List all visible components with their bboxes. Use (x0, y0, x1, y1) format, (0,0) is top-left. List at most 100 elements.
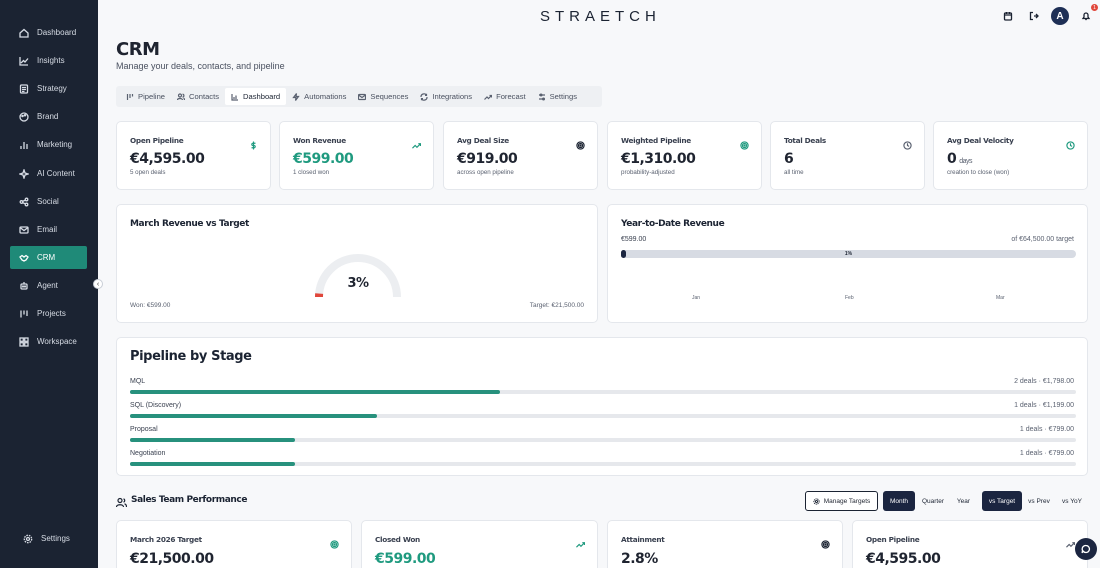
kpi-sub: across open pipeline (457, 169, 514, 176)
tab-pipeline[interactable]: Pipeline (120, 88, 171, 105)
crm-tabs: Pipeline Contacts Dashboard Automations … (116, 86, 602, 107)
team-title: Sales Team Performance (131, 495, 248, 505)
sidebar-item-marketing[interactable]: Marketing (10, 133, 87, 156)
tab-forecast[interactable]: Forecast (478, 88, 532, 105)
period-month-button[interactable]: Month (883, 491, 915, 511)
chat-icon (1081, 544, 1091, 554)
target-icon (740, 137, 749, 150)
sidebar-item-label: Insights (37, 56, 65, 65)
trend-up-icon (576, 536, 586, 548)
sidebar-collapse-toggle[interactable]: ‹ (93, 279, 103, 289)
dollar-icon (249, 137, 258, 150)
sidebar-item-agent[interactable]: Agent (10, 274, 87, 297)
target-icon (576, 137, 585, 150)
sidebar-item-insights[interactable]: Insights (10, 49, 87, 72)
sidebar-item-settings[interactable]: Settings (14, 527, 91, 550)
team-icon (115, 495, 128, 508)
compare-yoy-button[interactable]: vs YoY (1062, 497, 1082, 505)
stage-name: Proposal (130, 426, 158, 433)
won-label: Won: €599.00 (130, 302, 171, 309)
kpi-value: 6 (784, 151, 794, 167)
manage-targets-button[interactable]: Manage Targets (805, 491, 878, 511)
sidebar-item-label: Agent (37, 281, 58, 290)
kpi-card-open-pipeline: Open Pipeline €4,595.00 5 open deals (116, 121, 271, 190)
period-year-button[interactable]: Year (956, 497, 971, 505)
sidebar-item-ai-content[interactable]: AI Content (10, 162, 87, 185)
sidebar-item-label: Social (37, 197, 59, 206)
tab-settings[interactable]: Settings (532, 88, 583, 105)
sidebar: Dashboard Insights Strategy Brand Market… (0, 0, 98, 568)
mail-icon (358, 93, 367, 100)
ytd-title: Year-to-Date Revenue (621, 219, 725, 229)
kpi-label: Open Pipeline (866, 535, 920, 544)
clock-icon (903, 137, 912, 150)
tab-contacts[interactable]: Contacts (171, 88, 225, 105)
logout-button[interactable] (1028, 11, 1040, 23)
pipeline-title: Pipeline by Stage (130, 349, 252, 364)
sidebar-item-crm[interactable]: CRM (10, 246, 87, 269)
sidebar-item-email[interactable]: Email (10, 218, 87, 241)
kpi-value: €599.00 (293, 151, 354, 167)
share-icon (19, 197, 29, 207)
kpi-label: Attainment (621, 535, 665, 544)
stage-name: MQL (130, 378, 146, 385)
kpi-sub: 1 closed won (293, 169, 330, 176)
chevron-left-icon: ‹ (96, 280, 100, 288)
monthly-target-card: March Revenue vs Target 3% Won: €599.00 … (116, 204, 598, 323)
sidebar-item-workspace[interactable]: Workspace (10, 330, 87, 353)
period-quarter-button[interactable]: Quarter (921, 497, 945, 505)
stage-bar-fill (130, 414, 377, 418)
users-icon (177, 92, 186, 100)
pipeline-icon (126, 93, 134, 100)
kpi-sub: all time (784, 169, 804, 176)
tab-automations[interactable]: Automations (286, 88, 352, 105)
sidebar-item-label: AI Content (37, 169, 75, 178)
gauge-percent: 3% (347, 276, 369, 291)
gear-icon (813, 497, 820, 505)
notifications-button[interactable] (1080, 11, 1092, 23)
chat-button[interactable] (1075, 538, 1097, 560)
zap-icon (292, 92, 300, 101)
sidebar-item-label: Dashboard (37, 28, 77, 37)
avatar[interactable]: A (1051, 7, 1069, 25)
pipeline-by-stage-card: Pipeline by Stage MQL 2 deals · €1,798.0… (116, 337, 1088, 476)
kpi-number: 0 (947, 151, 957, 167)
sidebar-item-social[interactable]: Social (10, 190, 87, 213)
ytd-progress-track: 1% (621, 250, 1076, 258)
ytd-month-label: Mar (996, 295, 1005, 301)
sidebar-item-strategy[interactable]: Strategy (10, 77, 87, 100)
kpi-value: €599.00 (375, 551, 436, 567)
calendar-button[interactable] (1002, 11, 1014, 23)
ytd-current: €599.00 (621, 236, 647, 243)
sidebar-item-label: CRM (37, 253, 56, 262)
monthly-target-title: March Revenue vs Target (130, 219, 249, 229)
sliders-icon (538, 93, 545, 100)
sidebar-item-brand[interactable]: Brand (10, 105, 87, 128)
stage-summary: 2 deals · €1,798.00 (1014, 378, 1074, 385)
stage-bar-fill (130, 390, 500, 394)
kpi-label: Avg Deal Size (457, 136, 509, 145)
team-card-closed-won: Closed Won €599.00 (361, 520, 598, 568)
ytd-target: of €64,500.00 target (1011, 236, 1074, 243)
stage-summary: 1 deals · €799.00 (1019, 426, 1074, 433)
sidebar-item-projects[interactable]: Projects (10, 302, 87, 325)
tab-integrations[interactable]: Integrations (414, 88, 478, 105)
kpi-label: Avg Deal Velocity (947, 136, 1014, 145)
kpi-value: €4,595.00 (130, 151, 205, 167)
tab-label: Contacts (189, 92, 219, 101)
tab-sequences[interactable]: Sequences (352, 88, 414, 105)
compare-prev-button[interactable]: vs Prev (1028, 497, 1050, 505)
compare-target-button[interactable]: vs Target (982, 491, 1022, 511)
stage-bar-fill (130, 462, 295, 466)
manage-targets-label: Manage Targets (823, 497, 871, 505)
target-icon (330, 536, 339, 549)
sidebar-item-dashboard[interactable]: Dashboard (10, 21, 87, 44)
sidebar-item-label: Strategy (37, 84, 67, 93)
kpi-unit: days (959, 158, 973, 165)
tab-dashboard[interactable]: Dashboard (225, 88, 287, 105)
revenue-gauge (314, 254, 401, 298)
tab-label: Forecast (496, 92, 526, 101)
stage-bar-track (130, 390, 1076, 394)
brand-logo[interactable]: STRAETCH (540, 8, 661, 25)
document-icon (19, 83, 29, 94)
